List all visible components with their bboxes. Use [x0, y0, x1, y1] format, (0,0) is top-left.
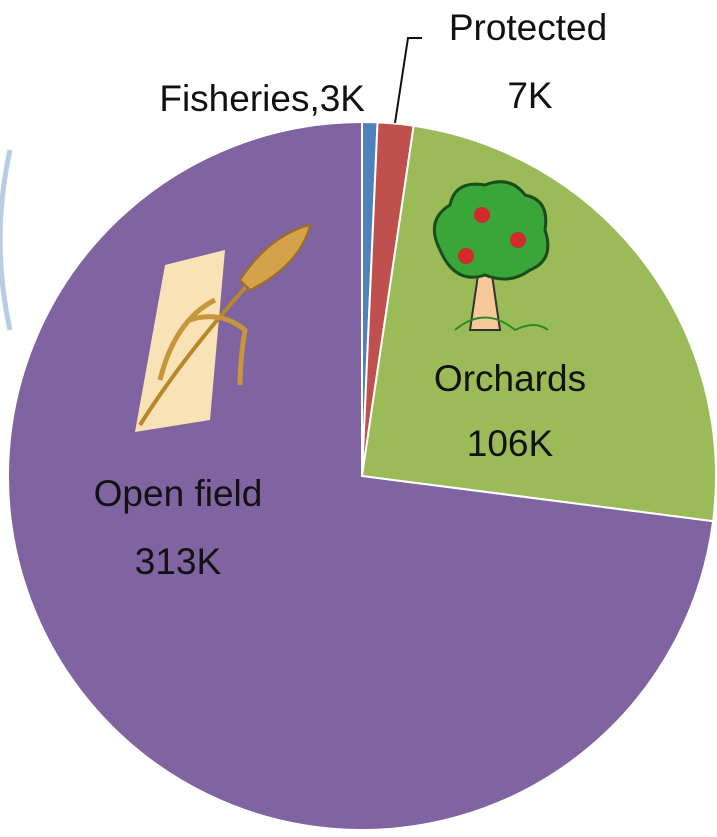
tree-icon	[432, 180, 550, 332]
separator: ,	[309, 78, 319, 119]
value-label: 313K	[135, 541, 222, 582]
category-name: Orchards	[434, 358, 586, 399]
background-arc	[0, 149, 13, 331]
slice-label: Fisheries,3K	[159, 78, 365, 119]
value-label: 106K	[467, 423, 554, 464]
category-name: Fisheries	[159, 78, 309, 119]
category-name: Protected	[449, 7, 607, 48]
wheat-icon	[135, 223, 312, 432]
value-label: 7K	[507, 75, 553, 116]
value-label: 3K	[320, 78, 366, 119]
category-name: Open field	[94, 473, 263, 514]
leader-line	[394, 37, 422, 124]
